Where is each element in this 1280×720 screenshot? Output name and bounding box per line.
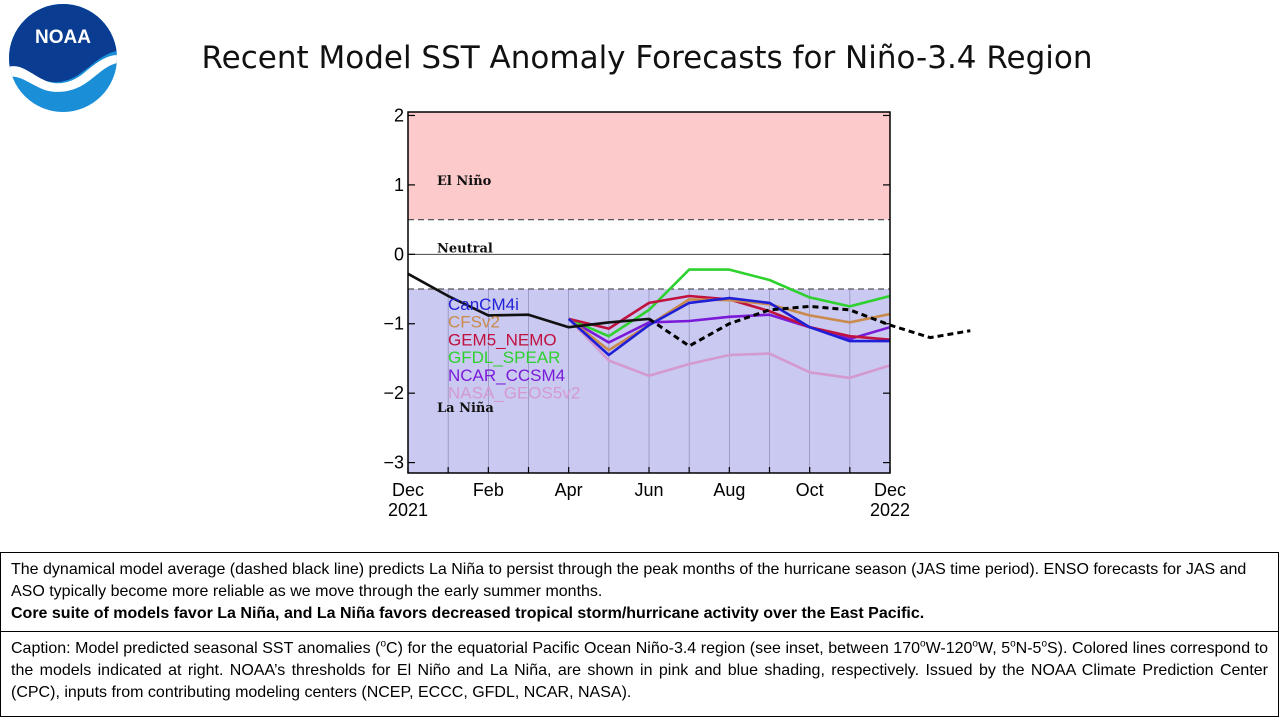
legend-label: NASA_GEOS5v2 (448, 384, 580, 403)
y-tick-label: 2 (394, 105, 404, 125)
series-line-cfsv2 (567, 298, 891, 352)
legend-label: GFDL_SPEAR (448, 348, 560, 367)
y-tick-label: −2 (383, 383, 404, 403)
degree-sup: o (1010, 638, 1016, 650)
region-el-ni-o (408, 112, 890, 220)
x-tick-label: Dec (392, 480, 424, 500)
region-label: Neutral (437, 241, 493, 256)
summary-box: The dynamical model average (dashed blac… (0, 552, 1279, 632)
caption-box: Caption: Model predicted seasonal SST an… (0, 631, 1279, 717)
y-tick-label: −1 (383, 314, 404, 334)
degree-sup: o (972, 638, 978, 650)
region-label: El Niño (437, 174, 492, 189)
x-tick-label: Jun (634, 480, 663, 500)
degree-sup: o (1041, 638, 1047, 650)
caption-part: S). Colored lines correspond to the mode… (11, 640, 1268, 701)
observed-line (407, 272, 650, 329)
x-tick-label: Oct (796, 480, 824, 500)
caption-part: W-120 (925, 640, 973, 657)
degree-sup: o (920, 638, 926, 650)
caption-part: C) for the equatorial Pacific Ocean Niño… (386, 640, 920, 657)
noaa-logo: NOAA (9, 4, 117, 112)
sst-anomaly-chart: El Niño Neutral La Niña CanCM4iCFSv2GEM5_NE… (383, 105, 971, 520)
logo-text: NOAA (35, 27, 91, 48)
x-tick-year-label: 2021 (388, 500, 428, 520)
legend-label: NCAR_CCSM4 (448, 366, 565, 385)
legend-label: GEM5_NEMO (448, 330, 557, 349)
degree-sup: o (380, 638, 387, 650)
caption-part: N-5 (1015, 640, 1042, 657)
x-tick-label: Aug (713, 480, 745, 500)
x-tick-label: Dec (874, 480, 906, 500)
logo-top (9, 4, 117, 82)
region-label: La Niña (437, 401, 494, 416)
y-tick-label: −3 (383, 453, 404, 473)
x-tick-label: Apr (555, 480, 583, 500)
model-average-line (648, 304, 971, 348)
series-line-cancm4i (567, 296, 890, 357)
series-line-gfdl-spear (568, 268, 891, 338)
legend-label: CanCM4i (448, 295, 519, 314)
series-line-nasa-geos5v2 (567, 317, 891, 380)
caption-part: Caption: Model predicted seasonal SST an… (11, 640, 381, 657)
page-title: Recent Model SST Anomaly Forecasts for N… (201, 40, 1093, 76)
y-tick-label: 0 (394, 244, 404, 264)
summary-bold-text: Core suite of models favor La Niña, and … (11, 605, 925, 622)
caption-part: W, 5 (977, 640, 1011, 657)
x-tick-year-label: 2022 (870, 500, 910, 520)
logo-wave (9, 55, 117, 92)
series-line-ncar-ccsm4 (568, 313, 891, 344)
summary-text: The dynamical model average (dashed blac… (11, 561, 1247, 600)
legend-label: CFSv2 (448, 313, 500, 332)
y-tick-label: 1 (394, 175, 404, 195)
x-tick-label: Feb (473, 480, 504, 500)
